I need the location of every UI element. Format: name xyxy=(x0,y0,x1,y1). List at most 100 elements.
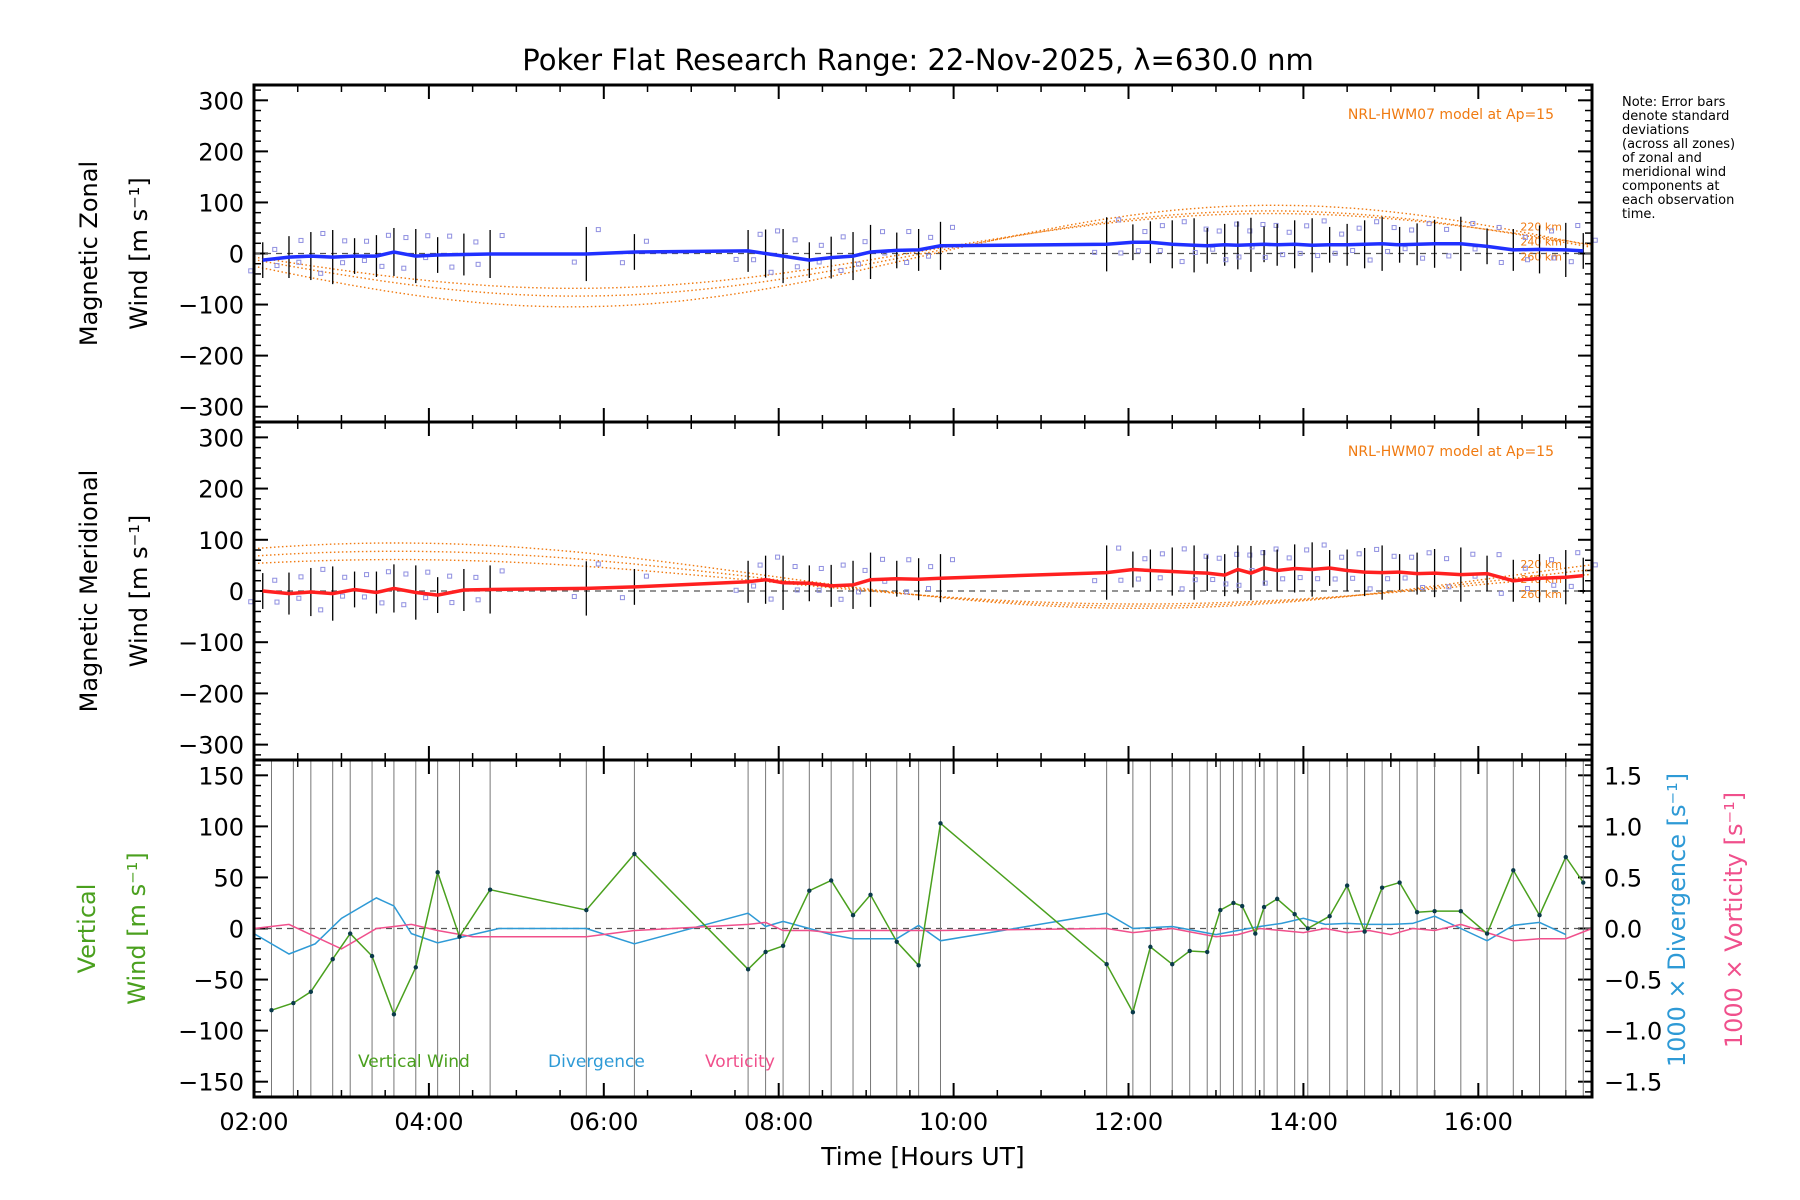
zone-sample-marker xyxy=(275,600,279,604)
y-tick-label: −100 xyxy=(178,629,244,657)
meridional-wind-line xyxy=(263,568,1584,595)
zone-sample-marker xyxy=(572,595,576,599)
vertical-wind-point xyxy=(1148,945,1152,949)
zone-sample-marker xyxy=(1392,554,1396,558)
zone-sample-marker xyxy=(450,601,454,605)
zone-sample-marker xyxy=(476,262,480,266)
zone-sample-marker xyxy=(1471,552,1475,556)
zone-sample-marker xyxy=(1119,251,1123,255)
vertical-wind-point xyxy=(1131,1010,1135,1014)
zone-sample-marker xyxy=(817,588,821,592)
zone-sample-marker xyxy=(1386,249,1390,253)
vertical-wind-point xyxy=(916,963,920,967)
x-tick-label: 16:00 xyxy=(1444,1108,1513,1136)
zone-sample-marker xyxy=(1143,557,1147,561)
y-tick-label: −150 xyxy=(178,1069,244,1097)
zone-sample-marker xyxy=(1368,587,1372,591)
zone-sample-marker xyxy=(341,594,345,598)
zone-sample-marker xyxy=(1093,579,1097,583)
y-tick-label: −100 xyxy=(178,1018,244,1046)
vertical-wind-point xyxy=(1459,909,1463,913)
zone-sample-marker xyxy=(1375,547,1379,551)
vertical-wind-point xyxy=(1170,962,1174,966)
note-line: of zonal and xyxy=(1622,152,1787,166)
zone-sample-marker xyxy=(1316,577,1320,581)
zone-sample-marker xyxy=(424,596,428,600)
note-line: (across all zones) xyxy=(1622,138,1787,152)
zone-sample-marker xyxy=(1427,551,1431,555)
zone-sample-marker xyxy=(793,565,797,569)
x-axis-label: Time [Hours UT] xyxy=(820,1142,1024,1171)
zone-sample-marker xyxy=(249,600,253,604)
zone-sample-marker xyxy=(841,563,845,567)
x-tick-label: 06:00 xyxy=(569,1108,638,1136)
vertical-wind-point xyxy=(331,957,335,961)
panel-3: 150100500−50−100−150Vertical Wind [m s⁻¹]… xyxy=(73,760,1748,1171)
y-tick-label: 300 xyxy=(198,424,244,452)
vertical-wind-point xyxy=(414,965,418,969)
note-line: time. xyxy=(1622,208,1787,222)
y-axis-label-line2: Wind [m s⁻¹] xyxy=(125,177,153,329)
zone-sample-marker xyxy=(644,574,648,578)
zone-sample-marker xyxy=(386,570,390,574)
zone-sample-marker xyxy=(769,270,773,274)
zone-sample-marker xyxy=(1576,224,1580,228)
y2-tick-label: −0.5 xyxy=(1604,967,1662,995)
zone-sample-marker xyxy=(1143,230,1147,234)
model-altitude-label: 220 km xyxy=(1520,221,1562,234)
zone-sample-marker xyxy=(1473,247,1477,251)
x-tick-label: 08:00 xyxy=(744,1108,813,1136)
zone-sample-marker xyxy=(1421,256,1425,260)
x-tick-label: 10:00 xyxy=(919,1108,988,1136)
zone-sample-marker xyxy=(1217,229,1221,233)
zone-sample-marker xyxy=(1375,220,1379,224)
zone-sample-marker xyxy=(319,608,323,612)
zone-sample-marker xyxy=(881,230,885,234)
vertical-wind-point xyxy=(392,1012,396,1016)
note-line: deviations xyxy=(1622,124,1787,138)
zone-sample-marker xyxy=(1305,224,1309,228)
vertical-wind-point xyxy=(309,990,313,994)
zone-sample-marker xyxy=(500,569,504,573)
zone-sample-marker xyxy=(380,264,384,268)
legend-entry: Vorticity xyxy=(705,1052,775,1072)
vertical-wind-point xyxy=(746,967,750,971)
model-label: NRL-HWM07 model at Ap=15 xyxy=(1348,107,1554,123)
zone-sample-marker xyxy=(299,575,303,579)
y-tick-label: −200 xyxy=(178,680,244,708)
zone-sample-marker xyxy=(273,578,277,582)
y-axis-label-line2: Wind [m s⁻¹] xyxy=(125,515,153,667)
legend-entry: Vertical Wind xyxy=(358,1052,470,1072)
zone-sample-marker xyxy=(1287,556,1291,560)
zone-sample-marker xyxy=(863,568,867,572)
vertical-wind-point xyxy=(807,889,811,893)
zone-sample-marker xyxy=(1287,230,1291,234)
note-line: denote standard xyxy=(1622,110,1787,124)
vertical-wind-point xyxy=(632,852,636,856)
vertical-wind-point xyxy=(1292,912,1296,916)
zone-sample-marker xyxy=(500,234,504,238)
zone-sample-marker xyxy=(1136,577,1140,581)
zone-sample-marker xyxy=(1211,247,1215,251)
legend-entry: Divergence xyxy=(548,1052,645,1072)
zone-sample-marker xyxy=(1392,226,1396,230)
zone-sample-marker xyxy=(1497,553,1501,557)
zone-sample-marker xyxy=(950,558,954,562)
y2-tick-label: −1.5 xyxy=(1604,1069,1662,1097)
zone-sample-marker xyxy=(341,261,345,265)
vertical-wind-point xyxy=(488,887,492,891)
zone-sample-marker xyxy=(1182,220,1186,224)
y-tick-label: 0 xyxy=(229,916,244,944)
zone-sample-marker xyxy=(596,228,600,232)
zone-sample-marker xyxy=(776,229,780,233)
divergence-axis-label: 1000 × Divergence [s⁻¹] xyxy=(1663,773,1691,1067)
zone-sample-marker xyxy=(819,243,823,247)
vertical-wind-point xyxy=(1306,926,1310,930)
x-tick-label: 12:00 xyxy=(1094,1108,1163,1136)
y-tick-label: −300 xyxy=(178,732,244,760)
zone-sample-marker xyxy=(1445,227,1449,231)
zone-sample-marker xyxy=(450,265,454,269)
zone-sample-marker xyxy=(907,558,911,562)
y2-tick-label: 0.0 xyxy=(1604,916,1642,944)
y2-tick-label: −1.0 xyxy=(1604,1018,1662,1046)
